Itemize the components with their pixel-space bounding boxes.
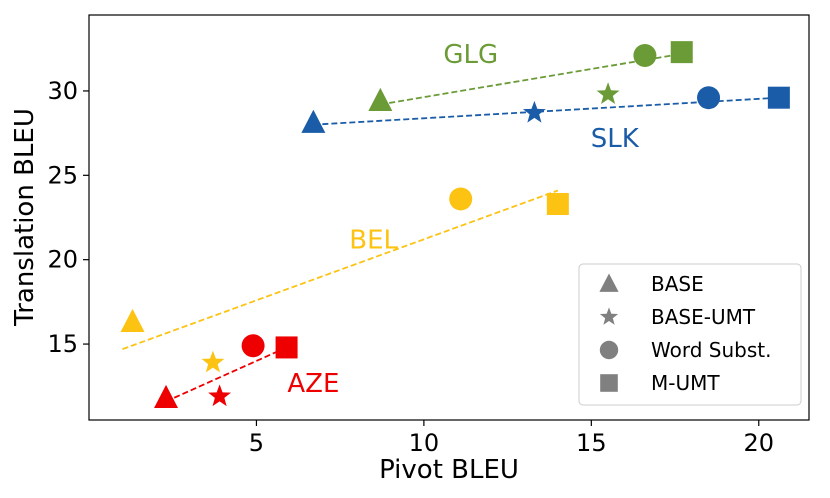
marker-aze-m-umt xyxy=(275,336,298,359)
plot-area-frame xyxy=(88,14,810,421)
y-tick-label: 25 xyxy=(47,161,78,189)
series-label-slk: SLK xyxy=(591,124,640,154)
legend: BASE BASE-UMT Word Subst. M-UMT xyxy=(578,263,802,406)
marker-glg-word-subst xyxy=(633,44,657,67)
marker-slk-base-umt xyxy=(522,100,546,123)
legend-marker-base xyxy=(599,273,619,292)
legend-label-base-umt: BASE-UMT xyxy=(651,305,756,329)
marker-glg-m-umt xyxy=(670,41,693,64)
marker-bel-base-umt xyxy=(201,350,225,373)
trend-line-aze xyxy=(165,346,287,403)
marker-slk-word-subst xyxy=(697,86,721,110)
series-label-bel: BEL xyxy=(349,225,398,255)
y-tick-label: 20 xyxy=(47,246,78,274)
marker-slk-base xyxy=(301,109,326,133)
legend-marker-m-umt xyxy=(600,374,618,392)
marker-glg-base xyxy=(368,87,393,111)
marker-slk-m-umt xyxy=(767,86,790,109)
marker-glg-base-umt xyxy=(596,82,620,105)
legend-label-m-umt: M-UMT xyxy=(651,371,720,395)
marker-aze-base xyxy=(154,384,179,408)
x-tick-label: 5 xyxy=(249,429,264,457)
y-tick-label: 30 xyxy=(47,77,78,105)
series-label-glg: GLG xyxy=(443,40,498,70)
x-tick-label: 20 xyxy=(743,429,774,457)
x-tick-label: 15 xyxy=(576,429,607,457)
marker-bel-word-subst xyxy=(449,187,473,211)
legend-marker-base-umt xyxy=(599,307,619,325)
trend-line-glg xyxy=(380,52,682,106)
legend-label-word-subst: Word Subst. xyxy=(651,338,771,362)
legend-marker-word-subst xyxy=(599,340,619,360)
x-tick-label: 10 xyxy=(409,429,440,457)
x-axis-label: Pivot BLEU xyxy=(379,455,519,485)
y-tick-label: 15 xyxy=(47,330,78,358)
y-axis-label: Translation BLEU xyxy=(10,108,40,327)
series-labels: GLG SLK BEL AZE xyxy=(287,40,639,399)
axes: 5 10 15 20 15 20 25 30 xyxy=(47,77,774,457)
marker-bel-base xyxy=(120,308,145,333)
series-label-aze: AZE xyxy=(287,369,339,399)
legend-label-base: BASE xyxy=(651,272,704,296)
trend-line-bel xyxy=(122,189,559,350)
marker-aze-word-subst xyxy=(241,334,265,358)
legend-box xyxy=(578,263,802,406)
data-markers xyxy=(120,41,790,408)
marker-aze-base-umt xyxy=(208,384,232,407)
marker-bel-m-umt xyxy=(546,193,569,215)
